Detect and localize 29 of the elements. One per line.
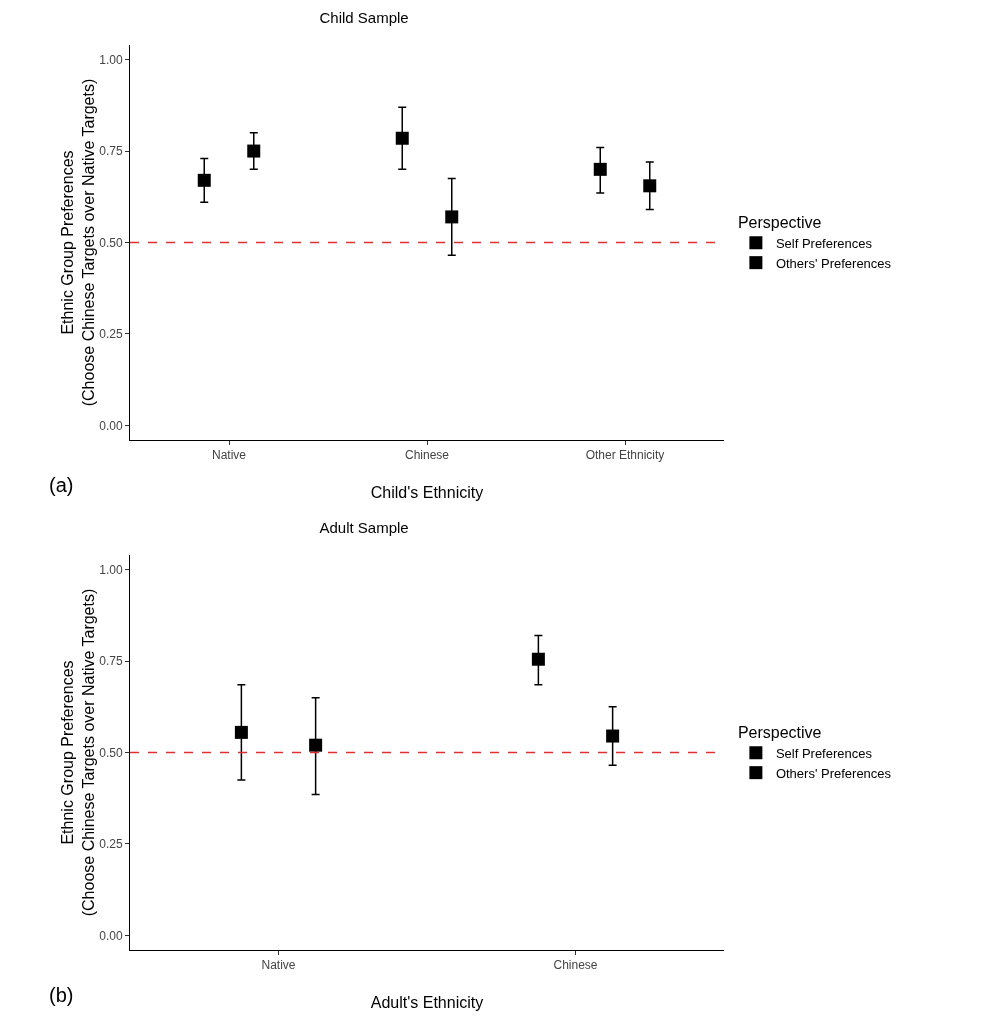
chart-title: Adult Sample [319, 518, 409, 536]
x-axis-title: Child's Ethnicity [370, 484, 484, 501]
y-axis-title: Ethnic Group Preferences (Choose Chinese Targets over Native Targets) [59, 588, 98, 917]
y-tick-label: 0.50 [99, 745, 123, 760]
y-tick-label: 0.75 [99, 654, 123, 669]
legend-title: Perspective [737, 213, 822, 231]
chart-title: Child Sample [319, 8, 409, 26]
y-tick-label: 0.25 [99, 837, 123, 852]
x-tick-label: Other Ethnicity [585, 448, 665, 463]
legend-label: Self Preferences [775, 235, 873, 251]
y-tick-label: 1.00 [99, 562, 123, 577]
text: (b) [49, 984, 74, 1006]
x-tick-label: Chinese [404, 448, 450, 463]
legend-label: Others' Preferences [775, 765, 892, 781]
legend-label: Self Preferences [775, 745, 873, 761]
x-axis-title: Adult's Ethnicity [370, 994, 484, 1011]
y-tick-label: 1.00 [99, 52, 123, 67]
legend-label: Others' Preferences [775, 255, 892, 271]
y-tick-label: 0.75 [99, 144, 123, 159]
legend-title: Perspective [737, 723, 822, 741]
y-tick-label: 0.25 [99, 327, 123, 342]
y-axis-title: Ethnic Group Preferences (Choose Chinese Targets over Native Targets) [59, 78, 98, 407]
x-tick-label: Chinese [553, 958, 598, 973]
x-tick-label: Native [261, 958, 296, 973]
text: (a) [49, 474, 74, 496]
y-tick-label: 0.00 [99, 418, 123, 433]
y-tick-label: 0.00 [99, 928, 123, 943]
x-tick-label: Native [211, 448, 247, 463]
y-tick-label: 0.50 [99, 235, 123, 250]
